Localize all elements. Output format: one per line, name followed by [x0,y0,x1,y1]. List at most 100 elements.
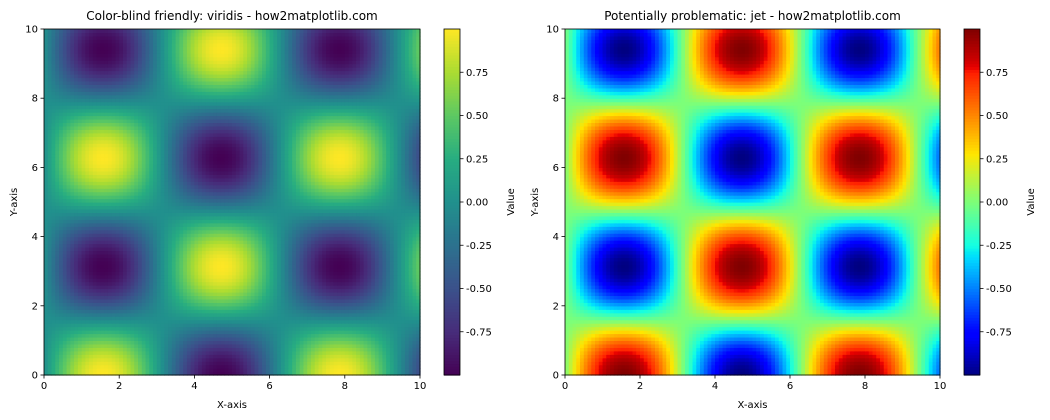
heatmap-cell [153,337,157,341]
heatmap-cell [379,365,383,369]
heatmap-cell [89,313,93,317]
heatmap-cell [104,330,108,334]
heatmap-cell [176,344,180,348]
heatmap-cell [367,320,371,324]
heatmap-cell [266,365,270,369]
heatmap-cell [213,365,217,369]
heatmap-cell [112,309,116,313]
heatmap-cell [367,354,371,358]
heatmap-cell [44,306,48,310]
heatmap-cell [330,313,334,317]
heatmap-cell [213,354,217,358]
heatmap-cell [240,302,244,306]
heatmap-cell [352,330,356,334]
heatmap-cell [157,320,161,324]
heatmap-cell [292,327,296,331]
heatmap-cell [364,344,368,348]
heatmap-cell [386,347,390,351]
heatmap-cell [224,344,228,348]
heatmap-cell [326,354,330,358]
heatmap-cell [55,368,59,372]
heatmap-cell [183,340,187,344]
heatmap-cell [104,333,108,337]
heatmap-cell [164,306,168,310]
heatmap-cell [161,313,165,317]
heatmap-cell [142,344,146,348]
heatmap-cell [412,320,416,324]
heatmap-cell [232,361,236,365]
heatmap-cell [281,344,285,348]
heatmap-cell [228,330,232,334]
heatmap-cell [273,330,277,334]
heatmap-cell [236,340,240,344]
heatmap-cell [70,316,74,320]
heatmap-cell [70,313,74,317]
heatmap-cell [243,368,247,372]
heatmap-cell [142,316,146,320]
heatmap-cell [206,316,210,320]
heatmap-cell [198,316,202,320]
heatmap-cell [153,347,157,351]
heatmap-cell [285,330,289,334]
heatmap-cell [315,344,319,348]
heatmap-cell [236,309,240,313]
heatmap-cell [108,358,112,362]
heatmap-cell [371,333,375,337]
heatmap-cell [255,330,259,334]
heatmap-cell [202,351,206,355]
heatmap-cell [213,358,217,362]
heatmap-cell [119,330,123,334]
heatmap-cell [270,340,274,344]
heatmap-cell [168,327,172,331]
heatmap-cell [292,323,296,327]
heatmap-cell [206,323,210,327]
heatmap-cell [360,340,364,344]
heatmap-cell [161,344,165,348]
heatmap-cell [176,333,180,337]
heatmap-cell [224,330,228,334]
heatmap-cell [262,351,266,355]
heatmap-cell [281,323,285,327]
heatmap-cell [93,327,97,331]
heatmap-cell [127,340,131,344]
heatmap-cell [240,365,244,369]
heatmap-cell [307,327,311,331]
heatmap-cell [345,347,349,351]
heatmap-cell [97,323,101,327]
heatmap-cell [300,358,304,362]
heatmap-cell [349,320,353,324]
heatmap-cell [386,333,390,337]
heatmap-cell [330,365,334,369]
heatmap-cell [364,358,368,362]
heatmap-cell [379,361,383,365]
heatmap-cell [157,333,161,337]
heatmap-cell [409,340,413,344]
heatmap-cell [345,309,349,313]
heatmap-cell [315,320,319,324]
heatmap-cell [146,313,150,317]
heatmap-cell [270,316,274,320]
heatmap-cell [360,347,364,351]
heatmap-cell [330,309,334,313]
heatmap-cell [161,347,165,351]
heatmap-cell [134,309,138,313]
heatmap-cell [251,320,255,324]
heatmap-cell [345,333,349,337]
heatmap-cell [300,330,304,334]
heatmap-cell [240,330,244,334]
heatmap-cell [345,344,349,348]
heatmap-cell [52,351,56,355]
heatmap-cell [412,337,416,341]
heatmap-cell [356,347,360,351]
heatmap-cell [247,358,251,362]
heatmap-cell [63,302,67,306]
heatmap-cell [130,368,134,372]
heatmap-cell [232,327,236,331]
heatmap-cell [311,368,315,372]
heatmap-cell [59,330,63,334]
heatmap-cell [97,344,101,348]
heatmap-cell [397,320,401,324]
heatmap-cell [255,333,259,337]
heatmap-cell [258,316,262,320]
heatmap-cell [262,344,266,348]
